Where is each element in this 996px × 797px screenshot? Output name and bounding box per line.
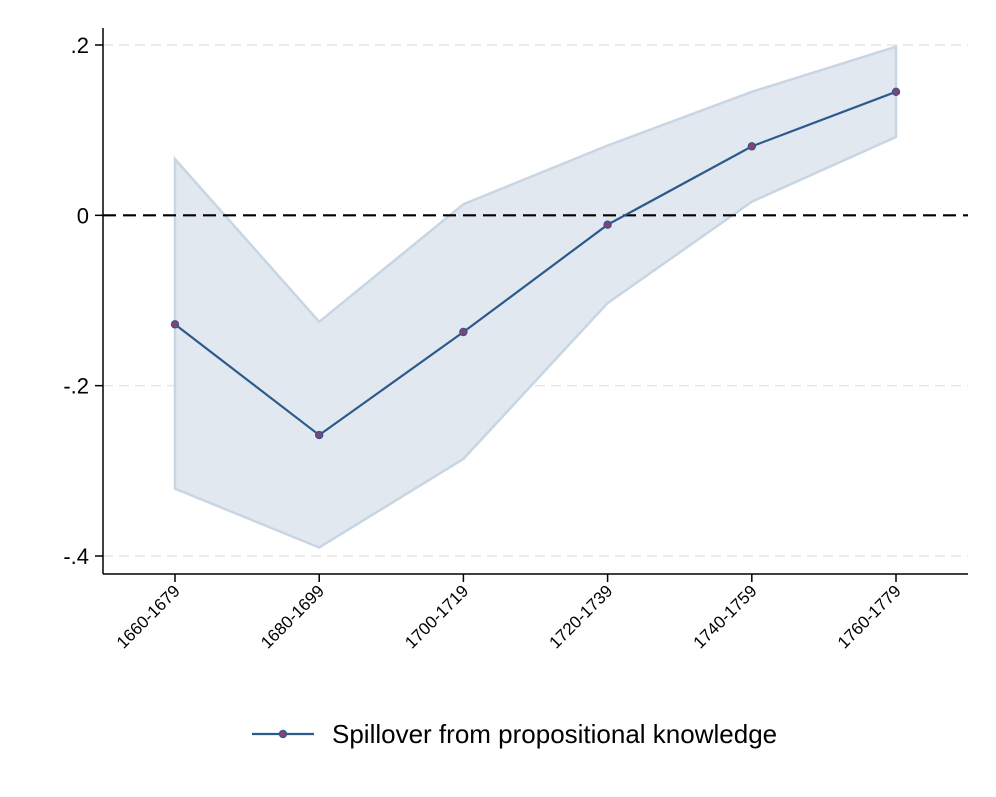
- confidence-band: [173, 45, 898, 549]
- x-tick-label: 1660-1679: [113, 581, 184, 652]
- legend: Spillover from propositional knowledge: [252, 719, 777, 749]
- ci-band: [173, 45, 898, 549]
- series-point: [315, 430, 324, 440]
- series-point: [459, 327, 468, 337]
- x-tick-label: 1720-1739: [545, 581, 616, 652]
- y-tick-label: 0: [77, 203, 89, 228]
- x-tick-label: 1700-1719: [401, 581, 472, 652]
- series-point: [170, 320, 180, 329]
- series-line: [174, 90, 897, 437]
- series-point: [603, 220, 612, 229]
- y-tick-label: -.4: [63, 544, 89, 569]
- series-point: [891, 87, 901, 97]
- x-tick-label: 1680-1699: [257, 581, 328, 652]
- legend-label: Spillover from propositional knowledge: [332, 719, 777, 749]
- x-tick-label: 1740-1759: [690, 581, 761, 652]
- series-layer: [170, 87, 901, 440]
- x-tick-label: 1760-1779: [834, 581, 905, 652]
- y-tick-label: -.2: [63, 374, 89, 399]
- legend-marker: [278, 729, 288, 739]
- y-tick-label: .2: [71, 33, 89, 58]
- series-point: [747, 142, 757, 151]
